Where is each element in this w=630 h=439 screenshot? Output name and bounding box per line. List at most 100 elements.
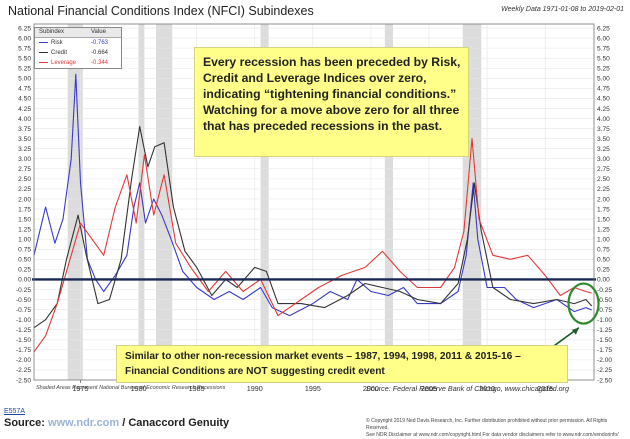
recession-band xyxy=(260,24,269,380)
y-tick-label: 2.25 xyxy=(18,186,31,193)
y-tick-label: 1.00 xyxy=(18,237,31,244)
x-tick-label: 1980 xyxy=(131,384,147,393)
y-axis-right: 6.25 6.00 5.75 5.50 5.25 5.00 4.75 4.50 4.25 4.00… xyxy=(597,25,612,384)
y-tick-label: -1.25 xyxy=(597,327,612,334)
x-tick-label: 1990 xyxy=(247,384,263,393)
y-tick-label: -0.50 xyxy=(597,297,612,304)
y-tick-label: 5.00 xyxy=(597,76,610,83)
legend-row-leverage: Leverage -0.344 xyxy=(35,58,121,68)
y-tick-label: 1.75 xyxy=(597,206,610,213)
footer-source: Source: www.ndr.com / Canaccord Genuity xyxy=(4,417,229,429)
y-tick-label: -0.75 xyxy=(16,307,31,314)
y-tick-label: 1.25 xyxy=(18,226,31,233)
y-tick-label: 5.25 xyxy=(18,66,31,73)
bottom-annotation: Similar to other non-recession market ev… xyxy=(116,345,568,383)
legend-row-credit: Credit -0.664 xyxy=(35,48,121,58)
chart-title: National Financial Conditions Index (NFC… xyxy=(8,4,314,18)
y-tick-label: 4.75 xyxy=(597,86,610,93)
y-tick-label: 0.25 xyxy=(18,267,31,274)
recession-band xyxy=(155,24,173,380)
recession-shading xyxy=(67,24,482,380)
y-tick-label: 4.50 xyxy=(18,96,31,103)
top-annotation: Every recession has been preceded by Ris… xyxy=(194,47,469,157)
y-tick-label: 3.50 xyxy=(18,136,31,143)
series-line-leverage xyxy=(33,138,592,353)
y-tick-label: 1.50 xyxy=(597,216,610,223)
x-tick-label: 1995 xyxy=(305,384,321,393)
leverage-swatch xyxy=(39,61,48,63)
recent-values-circle xyxy=(567,282,600,325)
y-tick-label: -0.25 xyxy=(16,287,31,294)
y-tick-label: 4.00 xyxy=(597,116,610,123)
y-tick-label: 3.00 xyxy=(18,156,31,163)
y-tick-label: 5.50 xyxy=(597,55,610,62)
source-link[interactable]: www.ndr.com xyxy=(48,417,120,429)
credit-swatch xyxy=(39,51,48,53)
risk-swatch xyxy=(39,41,48,43)
series-line-credit xyxy=(33,126,593,329)
chart-code[interactable]: E557A xyxy=(4,408,26,415)
y-tick-label: 3.75 xyxy=(597,126,610,133)
y-tick-label: 1.75 xyxy=(18,206,31,213)
y-tick-label: 4.50 xyxy=(597,96,610,103)
y-tick-label: 6.25 xyxy=(597,25,610,32)
y-tick-label: 3.50 xyxy=(597,136,610,143)
y-tick-label: 1.25 xyxy=(597,226,610,233)
arrow-head xyxy=(571,327,579,335)
y-tick-label: -0.50 xyxy=(16,297,31,304)
recession-band xyxy=(384,24,394,380)
y-tick-label: -0.75 xyxy=(597,307,612,314)
recession-band xyxy=(138,24,145,380)
legend-value: -0.664 xyxy=(91,50,109,56)
y-axis-left: 6.25 6.00 5.75 5.50 5.25 5.00 4.75 4.50 4.25 4.00… xyxy=(16,25,31,384)
copyright: © Copyright 2019 Ned Davis Research, Inc… xyxy=(366,418,628,439)
series-line-risk xyxy=(33,73,592,317)
y-tick-label: 5.25 xyxy=(597,66,610,73)
y-tick-label: 5.75 xyxy=(18,45,31,52)
y-tick-label: 0.25 xyxy=(597,267,610,274)
y-tick-label: 2.00 xyxy=(18,196,31,203)
legend-name: Risk xyxy=(51,40,63,46)
y-tick-label: -1.75 xyxy=(597,347,612,354)
y-tick-label: 4.75 xyxy=(18,86,31,93)
y-tick-label: -2.25 xyxy=(16,367,31,374)
y-tick-label: 2.25 xyxy=(597,186,610,193)
x-tick-label: 2010 xyxy=(479,384,495,393)
y-tick-label: -2.00 xyxy=(597,357,612,364)
legend-table: Subindex Value Risk -0.763 Credit -0.664… xyxy=(34,27,122,69)
y-tick-label: 0.75 xyxy=(597,247,610,254)
y-tick-label: -1.00 xyxy=(16,317,31,324)
y-tick-label: 2.50 xyxy=(18,176,31,183)
copyright-line-2: See NDR Disclaimer at www.ndr.com/copyri… xyxy=(366,432,619,438)
x-tick-label: 2000 xyxy=(363,384,379,393)
y-tick-label: 5.50 xyxy=(18,55,31,62)
y-tick-label: 4.25 xyxy=(597,106,610,113)
legend-value: -0.763 xyxy=(91,40,109,46)
y-tick-label: -2.00 xyxy=(16,357,31,364)
y-tick-label: 0.50 xyxy=(18,257,31,264)
legend-header-value: Value xyxy=(91,29,106,35)
y-tick-label: -1.00 xyxy=(597,317,612,324)
y-tick-label: 6.25 xyxy=(18,25,31,32)
legend-header-subindex: Subindex xyxy=(39,29,65,35)
y-tick-label: -1.50 xyxy=(597,337,612,344)
y-tick-label: 0.75 xyxy=(18,247,31,254)
y-tick-label: 3.75 xyxy=(18,126,31,133)
x-tick-label: 2005 xyxy=(421,384,437,393)
y-tick-label: 2.00 xyxy=(597,196,610,203)
y-tick-label: -0.25 xyxy=(597,287,612,294)
y-tick-label: 5.75 xyxy=(597,45,610,52)
chart-source: Source: Federal Reserve Bank of Chicago,… xyxy=(366,384,569,393)
source-rest: / Canaccord Genuity xyxy=(122,417,230,429)
y-tick-label: 5.00 xyxy=(18,76,31,83)
x-tick-label: 1975 xyxy=(72,384,88,393)
y-tick-label: 1.00 xyxy=(597,237,610,244)
y-tick-label: 0.00 xyxy=(597,277,610,284)
legend-value: -0.344 xyxy=(91,60,109,66)
series-lines xyxy=(33,73,593,353)
y-tick-label: 1.50 xyxy=(18,216,31,223)
y-tick-label: 3.00 xyxy=(597,156,610,163)
y-tick-label: 4.00 xyxy=(18,116,31,123)
legend-name: Leverage xyxy=(51,60,77,66)
y-tick-label: 3.25 xyxy=(597,146,610,153)
